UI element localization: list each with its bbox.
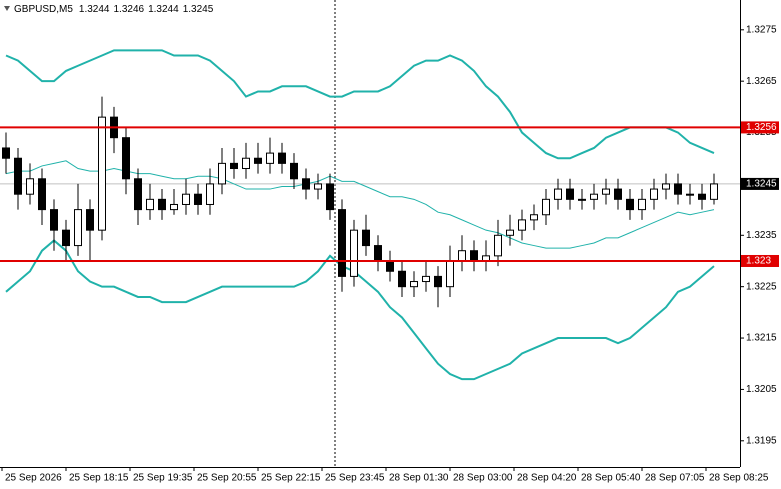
candle-body — [674, 183, 682, 195]
candle-body — [686, 193, 694, 196]
candle-body — [326, 183, 334, 211]
current-price-box — [741, 177, 779, 190]
x-tick-label: 25 Sep 18:15 — [69, 473, 129, 484]
x-tick-label: 28 Sep 05:40 — [581, 473, 641, 484]
candle-body — [374, 245, 382, 262]
candle-body — [230, 162, 238, 170]
candle-body — [98, 116, 106, 231]
y-tick-label: 1.3195 — [746, 435, 777, 446]
candle-body — [14, 157, 22, 195]
candle-body — [542, 198, 550, 216]
candle-body — [266, 152, 274, 164]
candle-body — [62, 229, 70, 247]
level-label-box — [741, 121, 779, 134]
candle-body — [578, 198, 586, 201]
candle-body — [662, 183, 670, 190]
candle-body — [650, 188, 658, 200]
candle-body — [614, 188, 622, 200]
candle-body — [698, 193, 706, 200]
candle-body — [278, 152, 286, 164]
x-tick-label: 28 Sep 07:05 — [645, 473, 705, 484]
x-tick-label: 25 Sep 20:55 — [197, 473, 257, 484]
candle-body — [554, 188, 562, 200]
candle-body — [26, 178, 34, 195]
candle-body — [446, 260, 454, 288]
candle-body — [362, 229, 370, 247]
candle-body — [302, 178, 310, 190]
low: 1.3244 — [148, 4, 179, 15]
candle-body — [38, 178, 46, 211]
candle-body — [134, 178, 142, 211]
candle-body — [626, 198, 634, 211]
candle-body — [158, 198, 166, 211]
candle-body — [710, 183, 718, 200]
x-tick-label: 25 Sep 22:15 — [261, 473, 321, 484]
level-label-box — [741, 254, 779, 267]
candle-body — [638, 198, 646, 211]
x-tick-label: 28 Sep 03:00 — [453, 473, 513, 484]
plot-area — [0, 49, 740, 381]
y-tick-label: 1.3225 — [746, 281, 777, 292]
candle-body — [458, 250, 466, 262]
candle-body — [146, 198, 154, 211]
candle-body — [422, 275, 430, 283]
x-tick-label: 25 Sep 2026 — [5, 473, 62, 484]
candle-body — [182, 193, 190, 205]
candle-body — [566, 188, 574, 200]
x-tick-label: 25 Sep 19:35 — [133, 473, 193, 484]
candle-body — [290, 162, 298, 180]
candle-body — [338, 209, 346, 277]
x-tick-label: 28 Sep 04:20 — [517, 473, 577, 484]
band-upper — [5, 49, 715, 160]
y-tick-label: 1.3275 — [746, 24, 777, 35]
high: 1.3246 — [114, 4, 145, 15]
candle-body — [50, 209, 58, 231]
level-label: 1.323 — [746, 256, 771, 267]
open: 1.3244 — [79, 4, 110, 15]
candle-body — [506, 229, 514, 236]
header: GBPUSD,M5 1.3244 1.3246 1.3244 1.3245 — [14, 4, 214, 15]
symbol: GBPUSD,M5 — [14, 4, 73, 15]
y-tick-label: 1.3235 — [746, 230, 777, 241]
candle-body — [530, 214, 538, 221]
candle-body — [74, 209, 82, 247]
candle-body — [410, 281, 418, 288]
x-tick-label: 28 Sep 08:25 — [709, 473, 769, 484]
x-tick-label: 25 Sep 23:45 — [325, 473, 385, 484]
y-tick-label: 1.3265 — [746, 76, 777, 87]
candle-body — [170, 203, 178, 211]
candle-body — [494, 234, 502, 257]
candle-body — [242, 157, 250, 170]
current-price-label: 1.3245 — [746, 179, 777, 190]
candle-body — [398, 270, 406, 288]
close: 1.3245 — [183, 4, 214, 15]
candle-body — [86, 209, 94, 231]
candle-body — [350, 229, 358, 277]
candle-body — [206, 183, 214, 205]
candle-body — [590, 193, 598, 200]
candle-body — [122, 137, 130, 180]
band-lower — [5, 239, 715, 381]
candle-body — [602, 188, 610, 195]
candle-body — [2, 147, 10, 159]
candle-body — [518, 219, 526, 231]
y-tick-label: 1.3205 — [746, 384, 777, 395]
level-label: 1.3256 — [746, 122, 777, 133]
x-tick-label: 28 Sep 01:30 — [389, 473, 449, 484]
candle-body — [386, 260, 394, 272]
candle-body — [470, 250, 478, 262]
header-icon — [4, 6, 10, 11]
candle-body — [254, 157, 262, 164]
candle-body — [434, 275, 442, 288]
y-tick-label: 1.3215 — [746, 333, 777, 344]
candle-body — [314, 183, 322, 190]
candle-body — [218, 162, 226, 185]
candle-body — [194, 193, 202, 205]
